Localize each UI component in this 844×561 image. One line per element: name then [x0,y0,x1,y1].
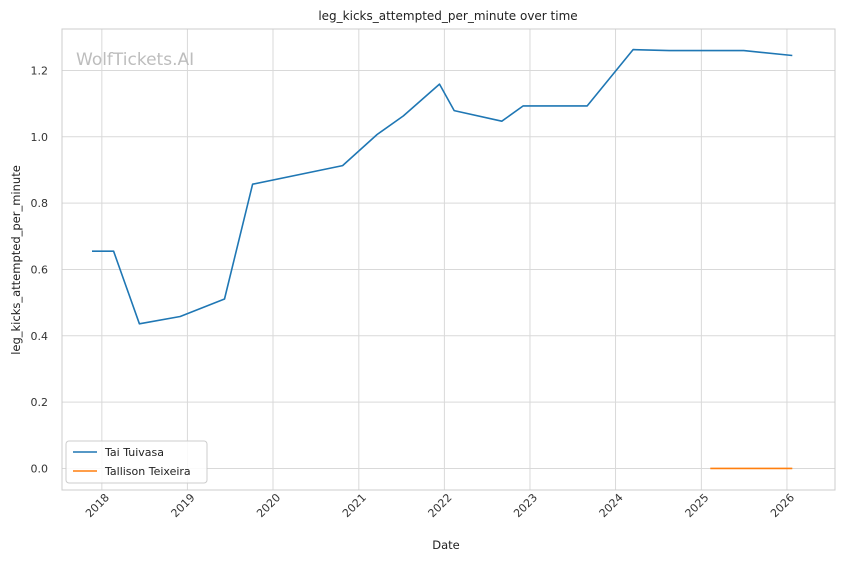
x-tick-label: 2018 [83,491,112,520]
x-tick-label: 2024 [597,491,626,520]
y-tick-label: 0.2 [31,396,49,409]
watermark-text: WolfTickets.AI [76,50,194,70]
legend-box [65,440,208,484]
y-tick-label: 1.0 [31,131,49,144]
legend-label-tai-tuivasa: Tai Tuivasa [104,446,164,459]
legend-label-tallison-teixeira: Tallison Teixeira [104,465,191,478]
x-tick-label: 2022 [426,491,455,520]
x-tick-label: 2026 [768,491,797,520]
legend: Tai Tuivasa Tallison Teixeira [65,440,208,484]
x-tick-label: 2019 [169,491,198,520]
x-tick-labels: 2018 2019 2020 2021 2022 2023 2024 2025 2026 [83,491,797,520]
y-tick-labels: 0.0 0.2 0.4 0.6 0.8 1.0 1.2 [31,64,49,475]
y-tick-label: 0.4 [31,330,49,343]
plot-background [62,29,835,490]
x-tick-label: 2025 [683,491,712,520]
y-tick-label: 1.2 [31,64,49,77]
series-lines [92,48,793,470]
y-axis-title: leg_kicks_attempted_per_minute [9,165,23,355]
chart-title: leg_kicks_attempted_per_minute over time [318,9,577,23]
x-tick-label: 2020 [254,491,283,520]
y-tick-label: 0.6 [31,263,49,276]
plot-frame [61,28,836,491]
x-tick-label: 2023 [511,491,540,520]
x-axis-title: Date [432,538,460,552]
y-tick-label: 0.0 [31,462,49,475]
x-tick-label: 2021 [340,491,369,520]
y-tick-label: 0.8 [31,197,49,210]
series-line-tai-tuivasa [92,48,793,325]
